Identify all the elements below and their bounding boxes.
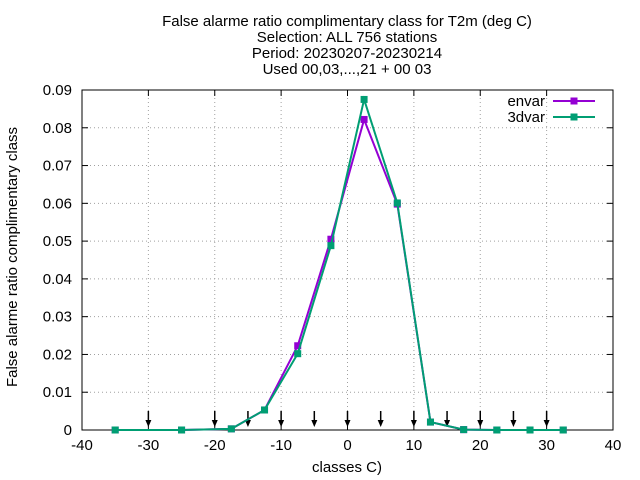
title-line-1: False alarme ratio complimentary class f… [162, 13, 532, 30]
title-line-3: Period: 20230207-20230214 [252, 45, 442, 62]
legend-entry-envar: envar [507, 93, 595, 110]
arrow-marker [377, 411, 384, 427]
axis-ticks: -40 -30 -20 -10 0 10 20 30 40 0 0.01 0.02 0.03 0.04 0.… [43, 82, 622, 454]
arrow-marker [145, 411, 152, 427]
y-tick-label: 0.04 [43, 271, 72, 288]
data-point [111, 426, 119, 434]
arrow-marker [477, 411, 484, 427]
data-point [327, 242, 335, 250]
data-point [327, 235, 335, 243]
x-tick-label: -10 [270, 437, 292, 454]
data-point [178, 426, 186, 434]
data-point [393, 199, 401, 207]
y-tick-label: 0.08 [43, 120, 72, 137]
legend-label: 3dvar [507, 109, 545, 126]
y-tick-label: 0.03 [43, 309, 72, 326]
data-point [261, 406, 269, 414]
data-point [227, 425, 235, 433]
x-tick-label: -20 [204, 437, 226, 454]
arrow-marker [410, 411, 417, 427]
legend-entry-3dvar: 3dvar [507, 109, 595, 126]
y-tick-label: 0.09 [43, 82, 72, 99]
data-point [526, 426, 534, 434]
x-tick-label: 30 [538, 437, 555, 454]
legend-label: envar [507, 93, 545, 110]
arrow-marker [278, 411, 285, 427]
x-tick-label: 40 [605, 437, 622, 454]
x-tick-label: 10 [406, 437, 423, 454]
series-line-envar [115, 116, 564, 431]
chart-title: False alarme ratio complimentary class f… [162, 13, 532, 78]
class-arrow-markers [145, 411, 550, 427]
data-point [426, 418, 434, 426]
arrow-marker [510, 411, 517, 427]
y-tick-label: 0.01 [43, 384, 72, 401]
arrow-marker [344, 411, 351, 427]
arrow-marker [543, 411, 550, 427]
plot-frame [81, 89, 614, 431]
legend-swatch-marker [570, 113, 578, 121]
grid [82, 90, 613, 430]
x-tick-label: -40 [71, 437, 93, 454]
data-point [360, 115, 368, 123]
x-tick-label: 20 [472, 437, 489, 454]
y-tick-label: 0.02 [43, 346, 72, 363]
y-tick-label: 0.05 [43, 233, 72, 250]
title-line-4: Used 00,03,...,21 + 00 03 [263, 61, 432, 78]
title-line-2: Selection: ALL 756 stations [257, 29, 437, 46]
legend-swatch-marker [570, 97, 578, 105]
arrow-marker [211, 411, 218, 427]
x-tick-label: -30 [138, 437, 160, 454]
arrow-marker [444, 411, 451, 427]
y-tick-label: 0 [64, 422, 72, 439]
series-envar [111, 115, 567, 434]
x-tick-label: 0 [343, 437, 351, 454]
series [111, 95, 567, 434]
series-3dvar [111, 95, 567, 434]
data-point [360, 95, 368, 103]
data-point [294, 350, 302, 358]
series-line-3dvar [115, 95, 564, 431]
y-axis-label: False alarme ratio complimentary class [4, 127, 21, 387]
x-axis-label: classes C) [312, 459, 382, 476]
data-point [460, 426, 468, 434]
y-tick-label: 0.07 [43, 158, 72, 175]
y-tick-label: 0.06 [43, 195, 72, 212]
data-point [493, 426, 501, 434]
data-point [294, 342, 302, 350]
data-point [559, 426, 567, 434]
arrow-marker [311, 411, 318, 427]
